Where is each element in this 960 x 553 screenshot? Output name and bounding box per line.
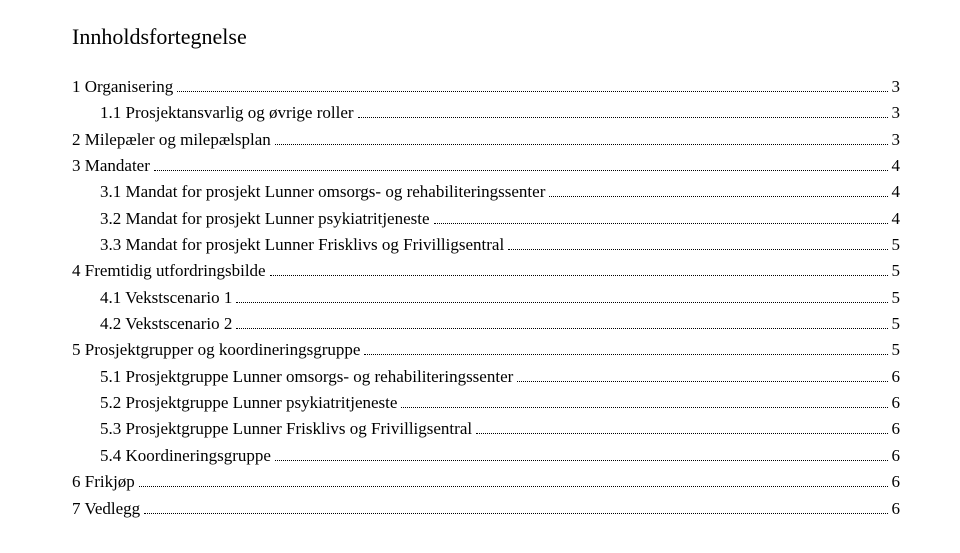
toc-entry-label: 2 Milepæler og milepælsplan xyxy=(72,127,271,153)
toc-entry: 4.1 Vekstscenario 1 5 xyxy=(72,285,900,311)
toc-entry: 2 Milepæler og milepælsplan 3 xyxy=(72,127,900,153)
toc-entry-page: 6 xyxy=(892,496,901,522)
toc-entry: 5.4 Koordineringsgruppe 6 xyxy=(72,443,900,469)
toc-entry: 1.1 Prosjektansvarlig og øvrige roller 3 xyxy=(72,100,900,126)
toc-leader-dots xyxy=(517,381,887,382)
table-of-contents: 1 Organisering31.1 Prosjektansvarlig og … xyxy=(72,74,900,522)
toc-leader-dots xyxy=(139,486,888,487)
toc-entry-label: 5.4 Koordineringsgruppe xyxy=(100,443,271,469)
toc-leader-dots xyxy=(508,249,887,250)
toc-leader-dots xyxy=(434,223,888,224)
toc-entry-label: 3 Mandater xyxy=(72,153,150,179)
toc-leader-dots xyxy=(236,302,887,303)
toc-leader-dots xyxy=(275,460,888,461)
toc-entry: 6 Frikjøp 6 xyxy=(72,469,900,495)
toc-entry-page: 3 xyxy=(892,127,901,153)
toc-entry-label: 5.3 Prosjektgruppe Lunner Frisklivs og F… xyxy=(100,416,472,442)
toc-title: Innholdsfortegnelse xyxy=(72,24,900,50)
toc-entry: 3 Mandater 4 xyxy=(72,153,900,179)
toc-entry-page: 6 xyxy=(892,416,901,442)
toc-entry-label: 3.1 Mandat for prosjekt Lunner omsorgs- … xyxy=(100,179,545,205)
toc-entry-page: 5 xyxy=(892,285,901,311)
toc-entry-label: 5 Prosjektgrupper og koordineringsgruppe xyxy=(72,337,360,363)
toc-entry-page: 5 xyxy=(892,337,901,363)
toc-entry-label: 4.1 Vekstscenario 1 xyxy=(100,285,232,311)
toc-entry-page: 5 xyxy=(892,258,901,284)
toc-entry: 1 Organisering 3 xyxy=(72,74,900,100)
toc-leader-dots xyxy=(144,513,887,514)
toc-leader-dots xyxy=(154,170,888,171)
toc-entry: 4.2 Vekstscenario 2 5 xyxy=(72,311,900,337)
toc-leader-dots xyxy=(270,275,888,276)
toc-entry-page: 4 xyxy=(892,153,901,179)
toc-entry-label: 1.1 Prosjektansvarlig og øvrige roller xyxy=(100,100,354,126)
toc-entry-page: 5 xyxy=(892,232,901,258)
toc-entry-page: 3 xyxy=(892,74,901,100)
toc-entry: 5.3 Prosjektgruppe Lunner Frisklivs og F… xyxy=(72,416,900,442)
toc-entry-label: 1 Organisering xyxy=(72,74,173,100)
toc-entry-page: 6 xyxy=(892,443,901,469)
toc-entry-label: 4 Fremtidig utfordringsbilde xyxy=(72,258,266,284)
toc-entry-label: 3.2 Mandat for prosjekt Lunner psykiatri… xyxy=(100,206,430,232)
toc-leader-dots xyxy=(364,354,887,355)
toc-entry: 4 Fremtidig utfordringsbilde 5 xyxy=(72,258,900,284)
toc-entry-label: 5.2 Prosjektgruppe Lunner psykiatritjene… xyxy=(100,390,397,416)
toc-entry-label: 6 Frikjøp xyxy=(72,469,135,495)
toc-leader-dots xyxy=(358,117,888,118)
toc-leader-dots xyxy=(177,91,887,92)
toc-entry-page: 4 xyxy=(892,179,901,205)
toc-entry: 5 Prosjektgrupper og koordineringsgruppe… xyxy=(72,337,900,363)
toc-entry-page: 6 xyxy=(892,390,901,416)
toc-entry-page: 3 xyxy=(892,100,901,126)
toc-entry: 7 Vedlegg 6 xyxy=(72,496,900,522)
toc-leader-dots xyxy=(401,407,887,408)
toc-entry-page: 6 xyxy=(892,364,901,390)
toc-leader-dots xyxy=(275,144,888,145)
toc-entry: 3.2 Mandat for prosjekt Lunner psykiatri… xyxy=(72,206,900,232)
toc-leader-dots xyxy=(549,196,887,197)
toc-entry-page: 6 xyxy=(892,469,901,495)
toc-entry-page: 5 xyxy=(892,311,901,337)
toc-leader-dots xyxy=(476,433,887,434)
toc-entry-label: 4.2 Vekstscenario 2 xyxy=(100,311,232,337)
toc-entry-label: 5.1 Prosjektgruppe Lunner omsorgs- og re… xyxy=(100,364,513,390)
document-page: Innholdsfortegnelse 1 Organisering31.1 P… xyxy=(0,0,960,546)
toc-entry: 3.1 Mandat for prosjekt Lunner omsorgs- … xyxy=(72,179,900,205)
toc-entry-page: 4 xyxy=(892,206,901,232)
toc-entry-label: 3.3 Mandat for prosjekt Lunner Frisklivs… xyxy=(100,232,504,258)
toc-entry: 5.1 Prosjektgruppe Lunner omsorgs- og re… xyxy=(72,364,900,390)
toc-entry: 3.3 Mandat for prosjekt Lunner Frisklivs… xyxy=(72,232,900,258)
toc-entry-label: 7 Vedlegg xyxy=(72,496,140,522)
toc-leader-dots xyxy=(236,328,887,329)
toc-entry: 5.2 Prosjektgruppe Lunner psykiatritjene… xyxy=(72,390,900,416)
